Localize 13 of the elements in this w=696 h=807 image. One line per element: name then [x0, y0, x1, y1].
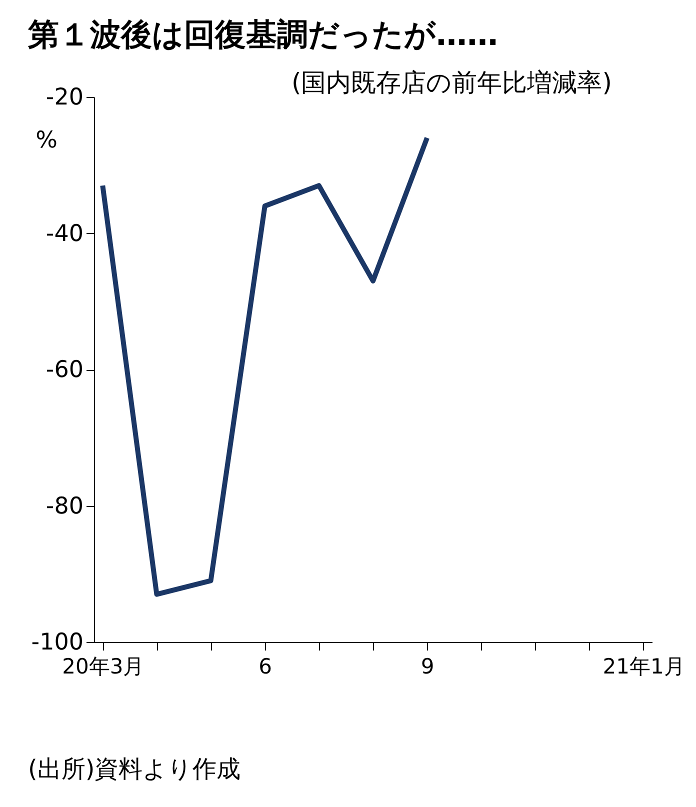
- x-tick-label: 20年3月: [62, 654, 144, 678]
- text: (出所)資料より作成: [28, 754, 241, 785]
- y-tick-label: -100: [31, 630, 84, 656]
- y-tick-label: -60: [46, 357, 84, 383]
- y-axis-title: %: [36, 128, 58, 154]
- x-tick-label: 21年1月: [602, 654, 685, 678]
- y-tick-label: -40: [46, 220, 84, 247]
- chart-title: 第１波後は回復基調だったが……: [28, 16, 498, 55]
- x-tick-label: 9: [420, 654, 434, 678]
- x-tick-label: 6: [258, 654, 272, 678]
- y-tick-label: -20: [46, 84, 84, 110]
- y-tick-label: -80: [46, 493, 84, 520]
- chart-subtitle: (国内既存店の前年比増減率): [291, 67, 612, 99]
